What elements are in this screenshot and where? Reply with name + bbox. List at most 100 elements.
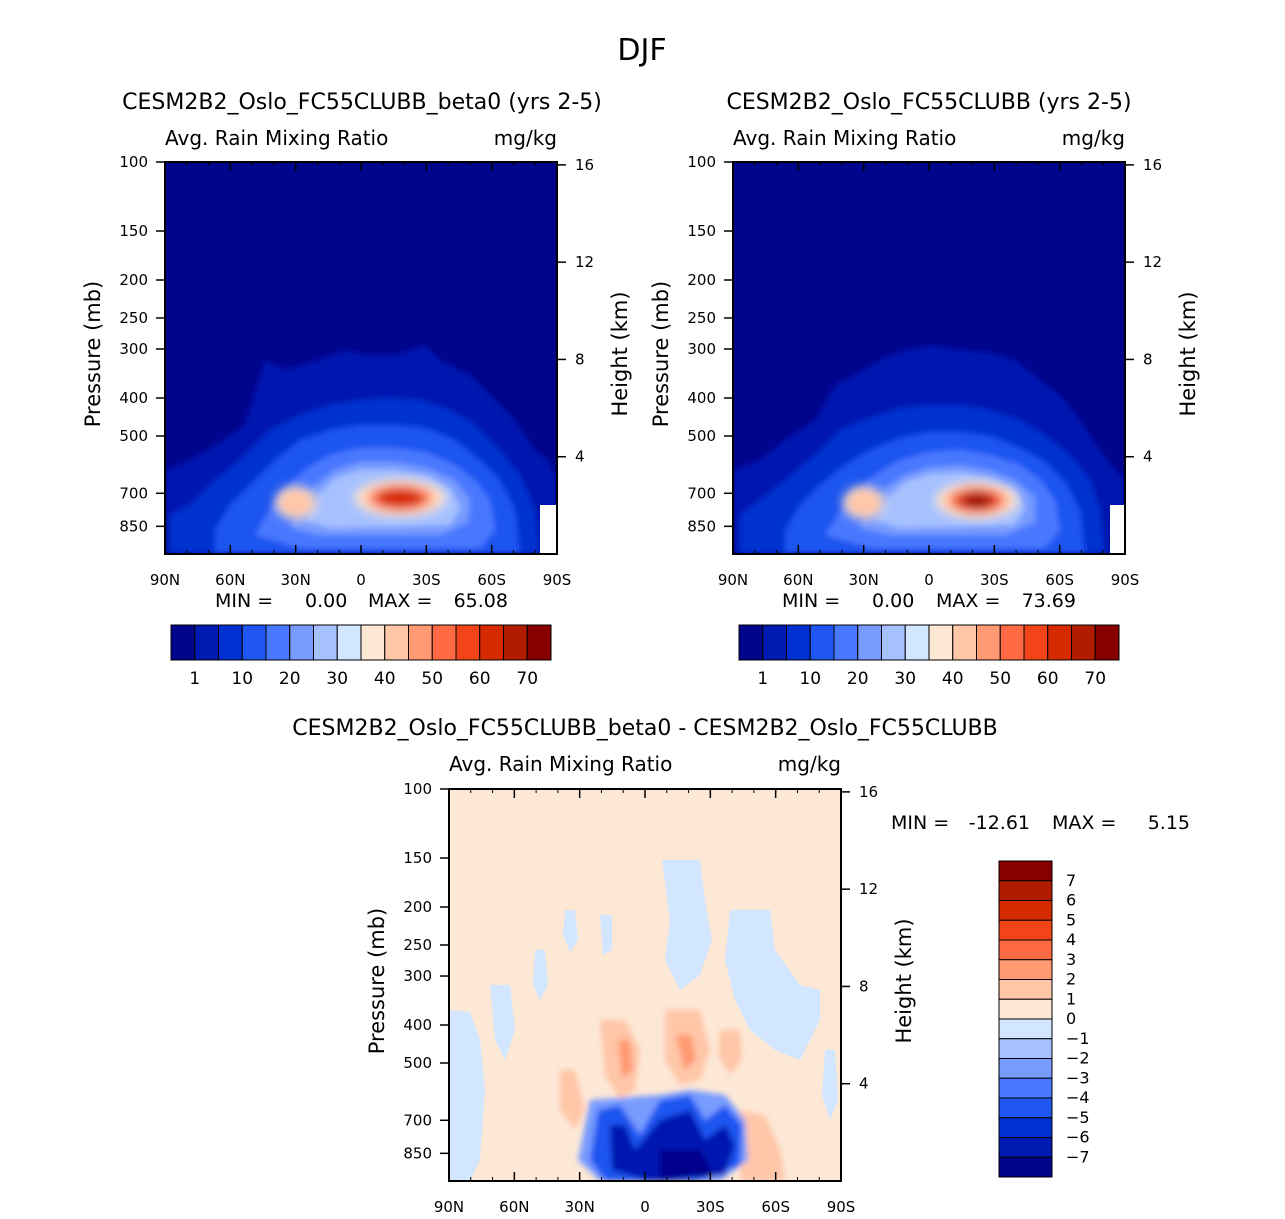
colorbar-box [241, 624, 267, 661]
colorbar-box [999, 624, 1025, 661]
variable-label: Avg. Rain Mixing Ratio [449, 752, 672, 776]
x-tick-label: 90N [434, 1198, 464, 1216]
y-tick-label: 150 [687, 222, 716, 240]
y-axis-label: Pressure (mb) [81, 281, 105, 428]
colorbar-label: 70 [516, 669, 538, 689]
x-tick-label: 30S [412, 571, 441, 589]
panel-control: CESM2B2_Oslo_FC55CLUBB (yrs 2-5) Avg. Ra… [649, 90, 1200, 689]
colorbar-box [928, 624, 954, 661]
x-tick-label: 60S [477, 571, 506, 589]
colorbar-label: 5 [1066, 910, 1076, 929]
colorbar-label: 10 [799, 669, 821, 689]
colorbar-box [218, 624, 243, 661]
y-right-axis-label: Height (km) [892, 918, 916, 1043]
colorbar-box [360, 624, 386, 661]
colorbar-box [881, 624, 906, 661]
x-tick-label: 30S [980, 571, 1009, 589]
colorbar-box [998, 939, 1053, 961]
y-tick-label: 250 [119, 309, 148, 327]
colorbar-box [904, 624, 930, 661]
stats-max-value: 65.08 [454, 590, 508, 612]
colorbar-label: 6 [1066, 891, 1076, 910]
panel-title: CESM2B2_Oslo_FC55CLUBB_beta0 - CESM2B2_O… [292, 716, 997, 741]
colorbar-label: −6 [1066, 1128, 1090, 1147]
colorbar-box [998, 1058, 1053, 1079]
panel-difference: CESM2B2_Oslo_FC55CLUBB_beta0 - CESM2B2_O… [292, 716, 1190, 1216]
colorbar-box [998, 959, 1053, 980]
y-tick-label: 100 [687, 153, 716, 171]
variable-label: Avg. Rain Mixing Ratio [165, 126, 388, 150]
colorbar-box [952, 624, 977, 661]
y-tick-label: 400 [687, 389, 716, 407]
stats-max-label: MAX = [368, 590, 432, 612]
stats-max-value: 5.15 [1148, 812, 1190, 834]
panel-beta0: CESM2B2_Oslo_FC55CLUBB_beta0 (yrs 2-5) A… [81, 90, 632, 689]
y-tick-label: 150 [119, 222, 148, 240]
x-tick-label: 60N [783, 571, 813, 589]
x-tick-label: 60S [1045, 571, 1074, 589]
colorbar-box [998, 1137, 1053, 1158]
y-tick-label: 200 [403, 898, 432, 916]
colorbar-label: −2 [1066, 1049, 1090, 1068]
contour-field [733, 162, 1125, 554]
colorbar-box [194, 624, 219, 661]
x-tick-label: 60N [499, 1198, 529, 1216]
x-tick-label: 90N [150, 571, 180, 589]
y-tick-label: 300 [403, 967, 432, 985]
colorbar-label: 1 [1066, 989, 1076, 1008]
colorbar-box [998, 1077, 1053, 1099]
colorbar-box [738, 624, 764, 661]
y-tick-label: 500 [403, 1054, 432, 1072]
contour-field [449, 789, 841, 1181]
y-right-tick-label: 8 [859, 977, 869, 995]
colorbar-box [170, 624, 196, 661]
y-tick-label: 300 [119, 340, 148, 358]
y-tick-label: 200 [687, 271, 716, 289]
y-right-tick-label: 12 [1143, 253, 1162, 271]
colorbar-box [976, 624, 1001, 661]
y-tick-label: 250 [687, 309, 716, 327]
colorbar-box [479, 624, 504, 661]
colorbar-box [1023, 624, 1049, 661]
y-tick-label: 400 [403, 1016, 432, 1034]
colorbar-box [998, 919, 1053, 941]
units-label: mg/kg [778, 752, 841, 776]
colorbar-label: −5 [1066, 1108, 1090, 1127]
x-tick-label: 90S [1111, 571, 1140, 589]
y-right-tick-label: 4 [859, 1075, 869, 1093]
variable-label: Avg. Rain Mixing Ratio [733, 126, 956, 150]
stats-min-label: MIN = [215, 590, 273, 612]
stats-max-label: MAX = [936, 590, 1000, 612]
colorbar-box [289, 624, 314, 661]
x-tick-label: 60N [215, 571, 245, 589]
colorbar: 1 10 20 30 40 50 60 70 [170, 624, 552, 689]
rain-maximum [967, 495, 987, 505]
y-tick-label: 850 [119, 517, 148, 535]
colorbar-box [1071, 624, 1096, 661]
colorbar-box [998, 860, 1053, 882]
rain-maximum [278, 488, 314, 517]
colorbar-label: 50 [421, 669, 443, 689]
colorbar-label: 40 [374, 669, 396, 689]
colorbar-label: 7 [1066, 871, 1076, 890]
x-tick-label: 90S [827, 1198, 856, 1216]
colorbar-label: 3 [1066, 950, 1076, 969]
stats-min-label: MIN = [891, 812, 949, 834]
y-right-tick-label: 12 [575, 253, 594, 271]
x-tick-label: 30N [565, 1198, 595, 1216]
colorbar-box [998, 1038, 1053, 1059]
units-label: mg/kg [1062, 126, 1125, 150]
y-tick-label: 300 [687, 340, 716, 358]
colorbar-box [857, 624, 882, 661]
y-right-tick-label: 4 [1143, 448, 1153, 466]
colorbar-label: 60 [1037, 669, 1059, 689]
colorbar-box [998, 979, 1053, 1000]
x-tick-label: 0 [924, 571, 934, 589]
y-tick-label: 700 [119, 484, 148, 502]
x-tick-label: 0 [640, 1198, 650, 1216]
x-tick-label: 0 [356, 571, 366, 589]
colorbar-box [1094, 624, 1120, 661]
y-right-tick-label: 16 [859, 783, 878, 801]
colorbar-box [998, 880, 1053, 901]
colorbar-box [809, 624, 835, 661]
